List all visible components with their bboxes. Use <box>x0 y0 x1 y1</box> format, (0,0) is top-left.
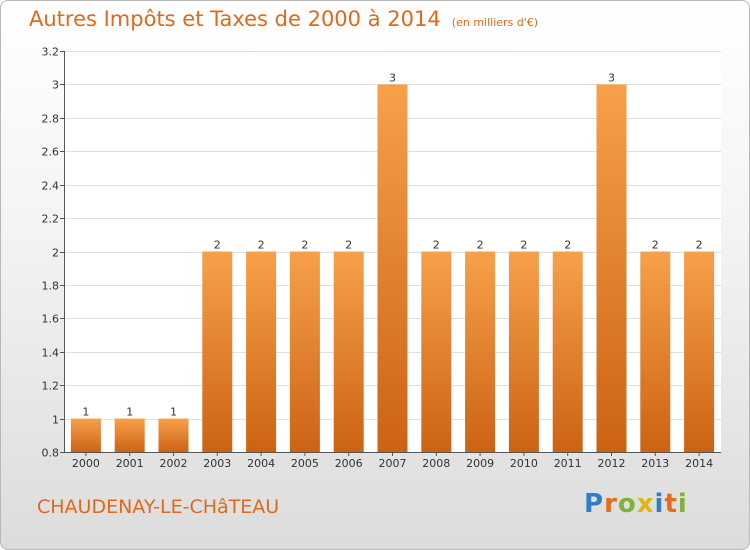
x-tick-label: 2002 <box>160 457 188 470</box>
y-tick-label: 2.8 <box>42 113 60 126</box>
y-tick-label: 2 <box>52 247 59 260</box>
bar <box>158 418 189 452</box>
data-label: 1 <box>126 406 133 419</box>
data-label: 2 <box>433 239 440 252</box>
y-tick-label: 1.4 <box>42 347 60 360</box>
y-tick-label: 3.2 <box>42 46 60 59</box>
y-tick-label: 2.6 <box>42 146 60 159</box>
commune-name: CHAUDENAY-LE-CHâTEAU <box>37 496 280 518</box>
data-label: 3 <box>608 71 615 84</box>
data-label: 2 <box>696 239 703 252</box>
x-tick-label: 2003 <box>203 457 231 470</box>
bar <box>246 251 277 452</box>
x-tick-label: 2011 <box>554 457 582 470</box>
data-label: 1 <box>82 406 89 419</box>
data-label: 2 <box>345 239 352 252</box>
chart-unit: (en milliers d'€) <box>451 16 539 29</box>
x-tick-label: 2005 <box>291 457 319 470</box>
logo-letter: t <box>664 489 678 519</box>
x-tick-label: 2008 <box>422 457 450 470</box>
bar <box>552 251 583 452</box>
x-tick-label: 2000 <box>72 457 100 470</box>
bar <box>202 251 233 452</box>
bar <box>596 84 627 453</box>
x-tick-label: 2012 <box>598 457 626 470</box>
data-label: 2 <box>520 239 527 252</box>
y-tick-label: 2.2 <box>42 213 60 226</box>
data-label: 2 <box>258 239 265 252</box>
y-tick-label: 1.2 <box>42 380 60 393</box>
data-label: 2 <box>477 239 484 252</box>
bar <box>465 251 496 452</box>
bar <box>640 251 671 452</box>
logo-letter: x <box>636 489 655 519</box>
logo-letter: r <box>604 489 618 519</box>
data-label: 2 <box>301 239 308 252</box>
bar <box>377 84 408 453</box>
y-tick-label: 0.8 <box>42 447 60 460</box>
data-label: 2 <box>652 239 659 252</box>
bar <box>70 418 101 452</box>
logo-letter: i <box>654 489 665 519</box>
data-label: 2 <box>214 239 221 252</box>
x-tick-label: 2010 <box>510 457 538 470</box>
data-label: 1 <box>170 406 177 419</box>
x-tick-label: 2007 <box>379 457 407 470</box>
axes: 0.8 1 1.2 1.4 1.6 1.8 2 2.2 2.4 2.6 2.8 3 3.2 2000 200… <box>42 46 721 470</box>
bar <box>333 251 364 452</box>
bar <box>684 251 715 452</box>
y-tick-label: 1.8 <box>42 280 60 293</box>
x-tick-label: 2001 <box>116 457 144 470</box>
bar <box>289 251 320 452</box>
y-tick-label: 3 <box>52 79 59 92</box>
proxiti-logo: Proxiti <box>584 489 688 519</box>
logo-letter: P <box>584 489 605 519</box>
data-label: 2 <box>564 239 571 252</box>
bar <box>114 418 145 452</box>
x-tick-label: 2014 <box>685 457 713 470</box>
logo-letter: i <box>677 489 688 519</box>
logo-letter: o <box>617 489 637 519</box>
y-tick-label: 1 <box>52 414 59 427</box>
x-tick-label: 2013 <box>641 457 669 470</box>
y-tick-label: 1.6 <box>42 313 60 326</box>
data-label: 3 <box>389 71 396 84</box>
bar <box>508 251 539 452</box>
chart-title: Autres Impôts et Taxes de 2000 à 2014 (e… <box>29 7 538 31</box>
bar <box>421 251 452 452</box>
x-tick-label: 2006 <box>335 457 363 470</box>
x-tick-label: 2004 <box>247 457 275 470</box>
x-tick-label: 2009 <box>466 457 494 470</box>
chart-title-text: Autres Impôts et Taxes de 2000 à 2014 <box>29 7 441 31</box>
y-tick-label: 2.4 <box>42 180 60 193</box>
bars: 1 1 1 2 2 2 2 3 2 2 2 2 3 2 2 <box>70 71 715 453</box>
